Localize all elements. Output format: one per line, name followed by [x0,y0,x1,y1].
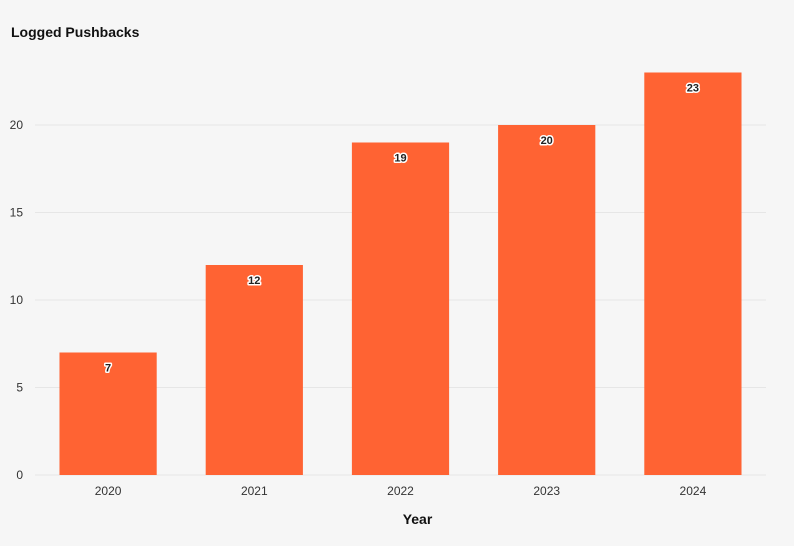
y-axis-ticks: 0 5 10 15 20 [10,118,24,482]
bar [205,265,303,475]
bar-data-label: 7 [105,363,111,375]
y-tick-label: 20 [10,118,24,132]
bar [351,142,450,475]
x-tick-label: 2022 [387,484,414,498]
bar-data-label: 20 [541,135,553,147]
x-tick-label: 2021 [241,484,268,498]
data-labels: 7 12 19 20 23 [104,81,701,376]
bar [59,352,157,475]
y-tick-label: 15 [10,206,24,220]
bars [59,72,742,475]
bar-data-label: 23 [687,83,699,95]
bar-data-label: 19 [394,153,406,165]
y-tick-label: 5 [16,381,23,395]
x-tick-label: 2023 [533,484,560,498]
chart-title: Logged Pushbacks [11,24,140,40]
x-axis-title: Year [403,511,433,527]
x-axis-ticks: 2020 2021 2022 2023 2024 [95,484,707,498]
x-tick-label: 2024 [680,484,707,498]
bar-data-label: 12 [248,275,260,287]
bar [644,72,742,475]
x-tick-label: 2020 [95,484,122,498]
bar [498,125,596,475]
y-tick-label: 10 [10,293,24,307]
y-tick-label: 0 [16,468,23,482]
